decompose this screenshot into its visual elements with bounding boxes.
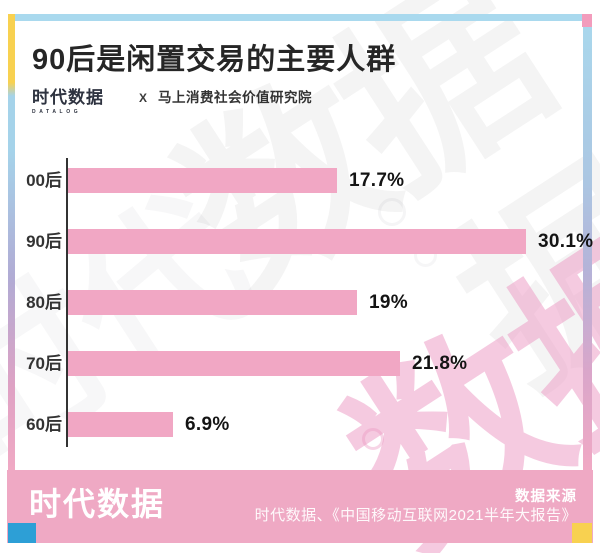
- value-label: 30.1%: [538, 231, 594, 252]
- frame-left-bar: [8, 14, 15, 470]
- frame-corner-pink: [582, 14, 592, 27]
- frame-top-bar: [15, 14, 582, 21]
- bar-00s: [68, 168, 337, 193]
- category-label: 00后: [26, 171, 62, 190]
- brand-logo-cn: 时代数据: [32, 88, 104, 107]
- value-label: 21.8%: [412, 353, 468, 374]
- category-label: 70后: [26, 354, 62, 373]
- category-label: 80后: [26, 293, 62, 312]
- category-label: 90后: [26, 232, 62, 251]
- footer-yellow-accent: [572, 523, 592, 543]
- value-label: 17.7%: [349, 170, 405, 191]
- bar-row-00s: 00后 17.7%: [0, 168, 600, 193]
- watermark-circle: [378, 198, 406, 226]
- bar-row-80s: 80后 19%: [0, 290, 600, 315]
- data-source-text: 时代数据、《中国移动互联网2021半年大报告》: [254, 507, 577, 524]
- collab-separator: X: [139, 91, 148, 105]
- watermark-logo-left: 时代: [0, 177, 267, 489]
- bar-row-70s: 70后 21.8%: [0, 351, 600, 376]
- frame-right-bar: [583, 27, 592, 470]
- brand-logo: 时代数据 DATALOG: [32, 83, 104, 115]
- y-axis-line: [66, 158, 68, 447]
- partner-name: 马上消费社会价值研究院: [158, 90, 312, 105]
- bar-60s: [68, 412, 173, 437]
- footer-band: 时代数据 数据来源 时代数据、《中国移动互联网2021半年大报告》: [7, 470, 593, 543]
- bar-row-90s: 90后 30.1%: [0, 229, 600, 254]
- data-source-label: 数据来源: [515, 489, 577, 505]
- value-label: 19%: [369, 292, 408, 313]
- bar-70s: [68, 351, 400, 376]
- bar-80s: [68, 290, 357, 315]
- bar-90s: [68, 229, 526, 254]
- value-label: 6.9%: [185, 414, 230, 435]
- brand-logo-en: DATALOG: [32, 109, 82, 115]
- bar-row-60s: 60后 6.9%: [0, 412, 600, 437]
- page-title: 90后是闲置交易的主要人群: [32, 44, 397, 76]
- footer-blue-accent: [8, 523, 36, 543]
- footer-brand-logo: 时代数据: [29, 486, 166, 522]
- category-label: 60后: [26, 415, 62, 434]
